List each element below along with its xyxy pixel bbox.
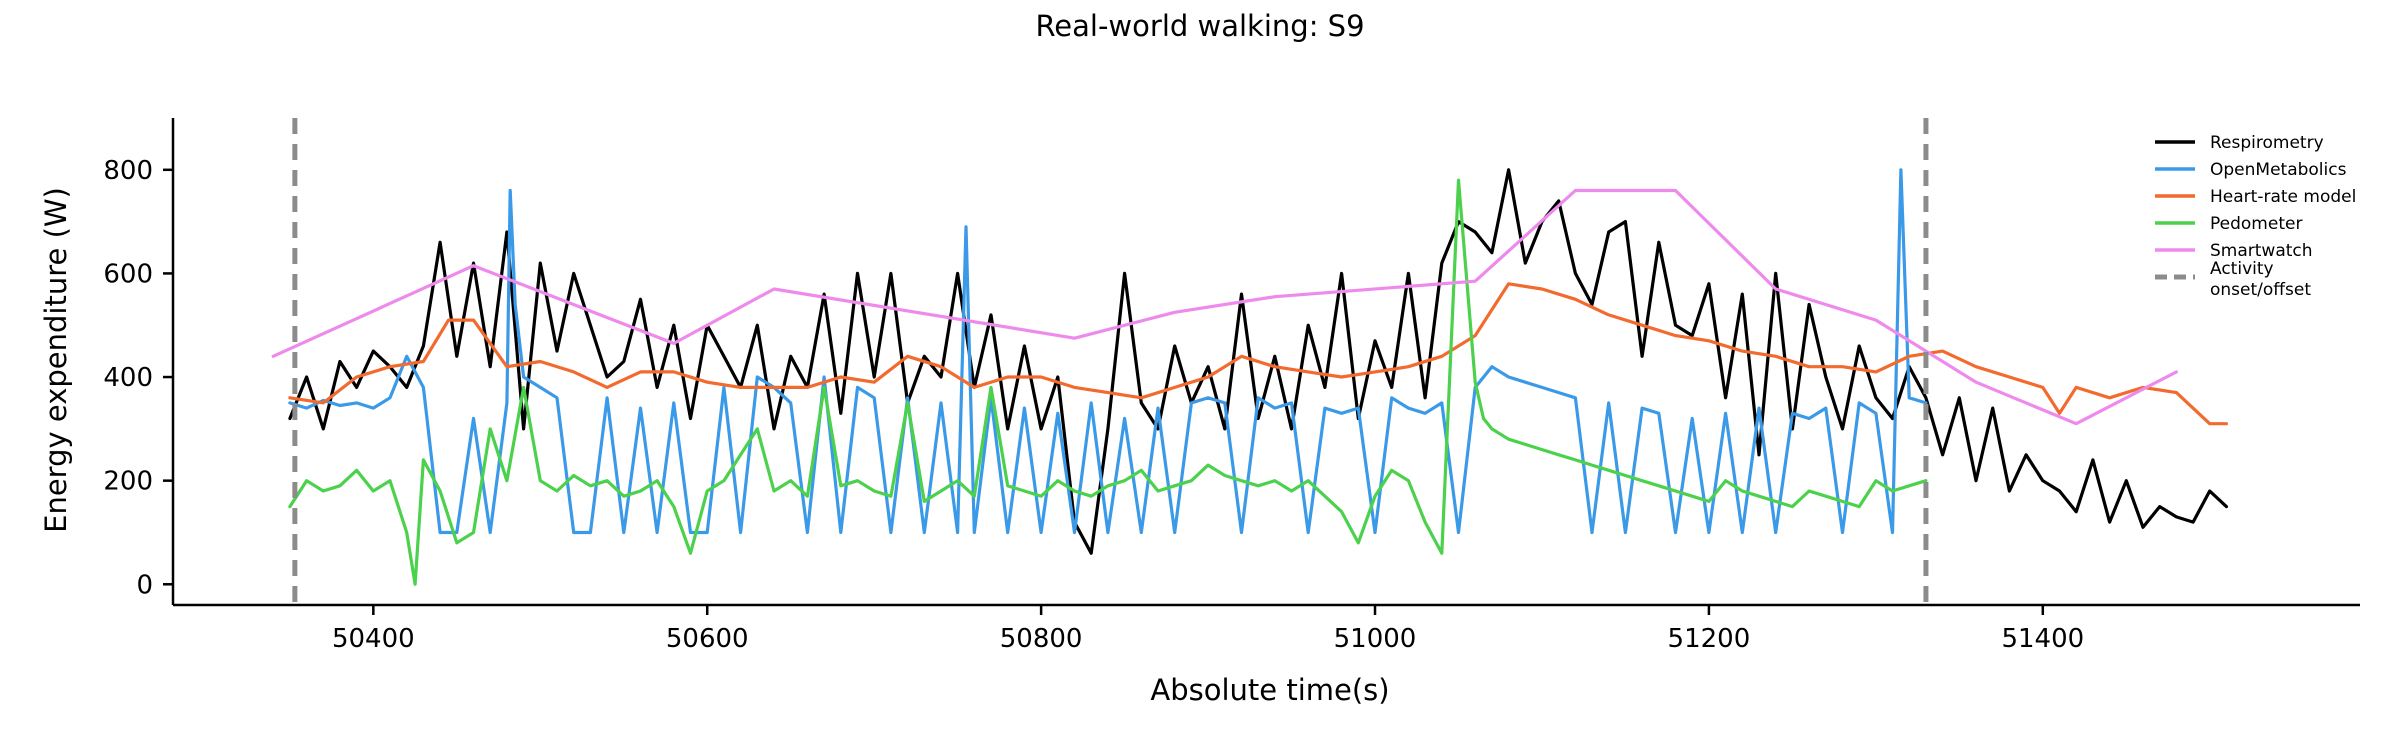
y-tick-label: 200 — [103, 467, 153, 497]
chart-title: Real-world walking: S9 — [1035, 9, 1364, 43]
series-line-pedometer — [288, 178, 1928, 586]
x-tick-label: 50800 — [1000, 624, 1083, 654]
series-line-respirometry — [288, 168, 2228, 555]
legend: Respirometry OpenMetabolics Heart-rate mod… — [2155, 133, 2356, 300]
legend-label: Heart-rate model — [2210, 187, 2356, 207]
legend-label: Smartwatch — [2210, 241, 2313, 261]
legend-label: OpenMetabolics — [2210, 160, 2347, 180]
x-tick-label: 51000 — [1334, 624, 1417, 654]
series-line-openmetabolics — [288, 168, 1928, 535]
axes: 50400 50600 50800 51000 51200 51400 0 200 400 600… — [103, 118, 2360, 654]
plot-area — [271, 118, 2228, 605]
legend-label: onset/offset — [2210, 280, 2311, 300]
series-line-smartwatch — [271, 188, 2178, 426]
legend-label: Pedometer — [2210, 214, 2302, 234]
x-tick-label: 51200 — [1668, 624, 1751, 654]
y-tick-label: 600 — [103, 259, 153, 289]
y-tick-label: 0 — [136, 570, 153, 600]
series-line-heart-rate-model — [288, 282, 2228, 426]
x-tick-label: 51400 — [2001, 624, 2084, 654]
y-tick-label: 800 — [103, 156, 153, 186]
x-tick-label: 50400 — [332, 624, 415, 654]
y-tick-label: 400 — [103, 363, 153, 393]
legend-label: Respirometry — [2210, 133, 2324, 153]
x-axis-title: Absolute time(s) — [1150, 673, 1389, 707]
y-axis-title: Energy expenditure (W) — [39, 187, 73, 533]
legend-label: Activity — [2210, 259, 2274, 279]
x-tick-label: 50600 — [666, 624, 749, 654]
